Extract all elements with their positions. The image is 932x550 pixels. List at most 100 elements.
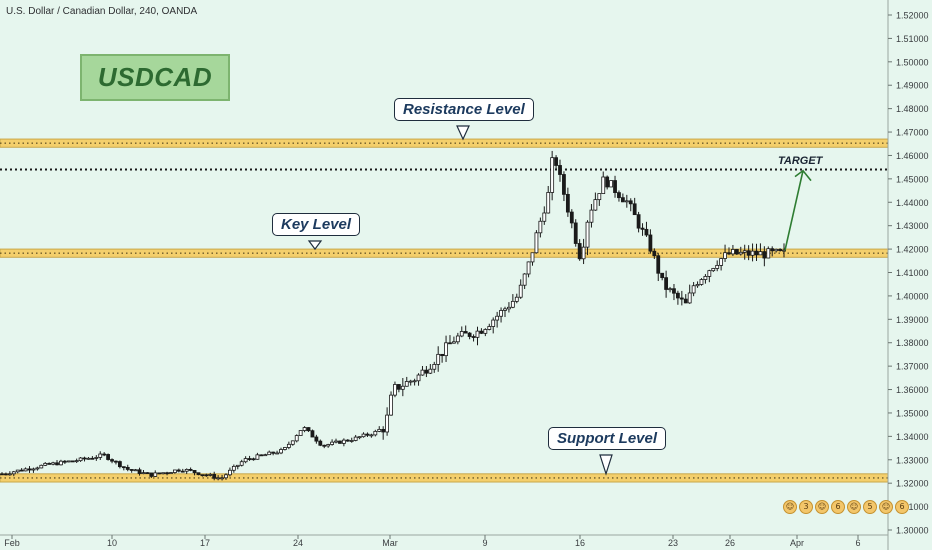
candle-body	[562, 174, 566, 195]
candle-body	[267, 451, 272, 456]
candle-body	[518, 284, 523, 298]
candle-body	[593, 199, 598, 211]
candle-body	[577, 243, 582, 260]
candle-body	[173, 469, 177, 473]
time-tick-label: 16	[575, 538, 585, 548]
candle-body	[345, 439, 350, 442]
candle-body	[538, 220, 543, 234]
time-tick-label: 10	[107, 538, 117, 548]
support-callout: Support Level	[548, 427, 667, 450]
candle-body	[349, 440, 354, 442]
price-tick-label: 1.41000	[896, 268, 929, 278]
candle-body	[754, 250, 759, 256]
candle-body	[385, 414, 390, 433]
reaction-icon[interactable]: ☺	[847, 500, 861, 514]
time-tick-label: 26	[725, 538, 735, 548]
candle-body	[82, 457, 87, 460]
candle-body	[550, 157, 555, 193]
candle-body	[298, 430, 303, 436]
candle-body	[495, 315, 500, 321]
time-tick-label: 9	[482, 538, 487, 548]
candle-body	[62, 460, 67, 463]
target-label: TARGET	[778, 155, 823, 167]
reaction-row[interactable]: ☺ 3 ☺ 6 ☺ 5 ☺ 6	[783, 500, 909, 514]
candle-body	[188, 468, 193, 471]
candle-body	[683, 298, 688, 304]
candle-body	[102, 453, 107, 456]
candle-body	[153, 472, 158, 477]
candle-body	[573, 222, 578, 244]
candle-body	[510, 300, 515, 308]
candle-body	[734, 249, 739, 255]
candle-body	[738, 251, 743, 255]
candle-body	[294, 435, 299, 442]
candle-body	[306, 427, 311, 432]
candle-body	[338, 440, 342, 444]
price-tick-label: 1.52000	[896, 11, 929, 21]
price-tick-label: 1.40000	[896, 291, 929, 301]
candle-body	[416, 374, 421, 382]
candle-body	[235, 464, 240, 467]
candle-body	[479, 330, 484, 334]
candle-body	[428, 368, 433, 374]
reaction-count: 6	[895, 500, 909, 514]
reaction-count: 5	[863, 500, 877, 514]
candle-body	[542, 212, 547, 222]
candle-body	[275, 452, 279, 455]
candle-body	[750, 250, 755, 256]
candle-body	[255, 454, 260, 460]
candle-body	[389, 394, 393, 416]
candle-body	[597, 193, 602, 201]
candle-body	[251, 458, 256, 461]
key-level-callout: Key Level	[272, 213, 361, 236]
candle-body	[534, 232, 539, 254]
candles	[0, 150, 786, 481]
candle-body	[212, 474, 217, 479]
candle-body	[711, 268, 716, 272]
candle-body	[589, 209, 594, 223]
callout-pointer	[456, 125, 470, 141]
price-tick-label: 1.37000	[896, 362, 929, 372]
price-tick-label: 1.35000	[896, 408, 929, 418]
candle-body	[424, 369, 429, 374]
candle-body	[231, 465, 236, 471]
candle-body	[94, 457, 99, 459]
candle-body	[687, 292, 692, 304]
candle-body	[778, 248, 782, 252]
candle-body	[530, 252, 535, 263]
candle-body	[691, 285, 696, 294]
time-tick-label: Apr	[790, 538, 804, 548]
candle-body	[617, 192, 621, 199]
time-tick-label: 6	[855, 538, 860, 548]
candle-body	[440, 353, 445, 357]
candle-body	[59, 460, 63, 466]
price-tick-label: 1.32000	[896, 479, 929, 489]
candle-body	[581, 246, 586, 260]
candle-body	[459, 331, 464, 337]
candle-body	[334, 440, 338, 443]
candle-body	[361, 433, 366, 438]
candle-body	[110, 459, 114, 462]
reaction-icon[interactable]: ☺	[815, 500, 829, 514]
candle-body	[774, 248, 779, 252]
price-tick-label: 1.50000	[896, 57, 929, 67]
candle-body	[746, 250, 751, 256]
candle-body	[114, 460, 118, 463]
candle-body	[23, 468, 28, 472]
candle-body	[35, 467, 40, 470]
price-tick-label: 1.30000	[896, 526, 929, 536]
candle-body	[558, 165, 562, 175]
target-arrow-shaft	[784, 170, 804, 251]
candle-body	[463, 331, 468, 334]
candle-body	[507, 306, 511, 310]
reaction-icon[interactable]: ☺	[783, 500, 797, 514]
candle-body	[660, 272, 665, 279]
reaction-icon[interactable]: ☺	[879, 500, 893, 514]
candle-body	[699, 279, 704, 285]
candle-body	[585, 221, 590, 248]
candle-body	[259, 454, 264, 457]
candle-body	[742, 250, 747, 253]
price-tick-label: 1.49000	[896, 81, 929, 91]
candle-body	[782, 249, 786, 252]
